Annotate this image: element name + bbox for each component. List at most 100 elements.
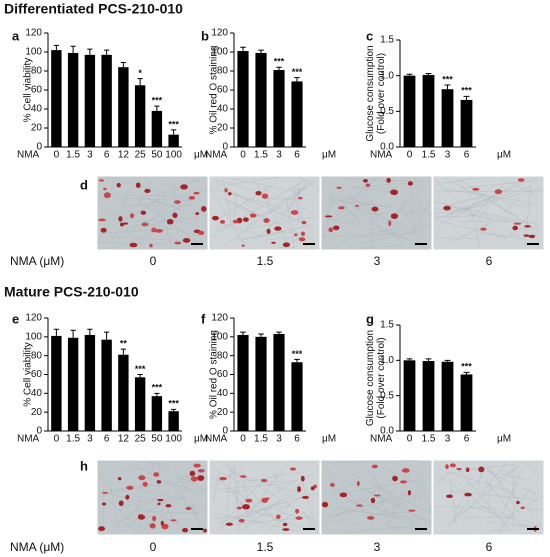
error-bar: [53, 44, 59, 51]
texture: [353, 205, 408, 227]
texture: [343, 193, 372, 209]
significance: ***: [292, 349, 303, 359]
lipid-stain: [390, 189, 399, 196]
lipid-stain: [271, 241, 276, 244]
lipid-stain: [443, 205, 451, 211]
texture: [440, 202, 496, 223]
lipid-stain: [130, 213, 135, 219]
texture: [153, 213, 169, 228]
lipid-stain: [400, 480, 407, 484]
texture: [262, 492, 318, 509]
texture: [216, 483, 287, 490]
texture: [442, 177, 475, 184]
texture: [156, 460, 161, 495]
lipid-stain: [189, 470, 196, 477]
significance: ***: [168, 399, 179, 409]
y-tick-label: 20: [217, 407, 229, 418]
error-bar: [425, 358, 432, 362]
y-tick-label: 1.0: [380, 355, 394, 366]
dose-label: 1.5: [257, 540, 274, 554]
texture: [504, 200, 515, 214]
texture: [126, 503, 145, 512]
lipid-stain: [172, 212, 178, 219]
lipid-stain: [193, 463, 201, 468]
y-tick-label: 100: [25, 47, 42, 58]
y-tick-label: 60: [217, 85, 229, 96]
lipid-stain: [329, 483, 335, 487]
texture: [132, 510, 203, 514]
bar: [134, 377, 146, 431]
texture: [246, 508, 307, 530]
texture: [246, 184, 308, 227]
texture: [175, 521, 181, 526]
x-tick-label: 12: [118, 150, 130, 161]
texture: [335, 176, 379, 212]
texture: [445, 471, 529, 497]
texture: [449, 196, 484, 205]
texture: [370, 216, 374, 249]
x-tick-label: 0: [240, 434, 246, 445]
lipid-stain: [373, 494, 381, 497]
texture: [483, 465, 532, 514]
x-unit: μM: [194, 434, 208, 445]
lipid-stain: [528, 234, 536, 239]
lipid-stain: [156, 480, 162, 484]
lipid-stain: [224, 188, 228, 193]
bar: [237, 334, 249, 431]
texture: [216, 207, 282, 231]
texture: [107, 500, 143, 531]
texture: [321, 494, 367, 527]
texture: [212, 467, 230, 478]
texture: [445, 188, 528, 203]
x-tick-label: 50: [151, 150, 163, 161]
bar: [441, 89, 454, 147]
texture: [209, 179, 307, 239]
lipid-stain: [180, 184, 188, 190]
bar: [101, 339, 112, 431]
x-tick-label: 0: [240, 150, 246, 161]
texture: [361, 245, 404, 249]
lipid-stain: [336, 186, 342, 189]
texture: [324, 505, 432, 524]
y-tick-label: 40: [31, 388, 43, 399]
y-tick-label: 20: [31, 407, 43, 418]
texture: [122, 522, 144, 535]
bar: [84, 334, 96, 431]
significance: **: [120, 338, 128, 348]
lipid-stain: [274, 226, 282, 231]
texture: [113, 504, 143, 529]
panel-label: g: [366, 311, 374, 326]
texture: [462, 185, 494, 214]
y-tick-label: 0.5: [380, 390, 394, 401]
lipid-stain: [524, 225, 531, 228]
lipid-stain: [282, 522, 288, 527]
lipid-stain: [388, 220, 392, 227]
y-tick-label: 40: [217, 388, 229, 399]
lipid-stain: [465, 467, 470, 473]
error-bar: [154, 392, 160, 397]
bar: [237, 51, 249, 147]
texture: [441, 177, 537, 219]
bar: [291, 81, 303, 147]
error-bar: [87, 48, 93, 55]
lipid-stain: [155, 228, 163, 233]
error-bar: [171, 129, 177, 135]
panel-label: c: [366, 28, 373, 43]
y-tick-label: 60: [31, 369, 43, 380]
lipid-stain: [300, 475, 305, 482]
texture: [523, 461, 538, 475]
lipid-stain: [236, 506, 243, 510]
error-bar: [87, 328, 93, 335]
lipid-stain: [298, 196, 303, 200]
texture: [389, 472, 395, 487]
lipid-stain: [203, 528, 207, 533]
lipid-stain: [260, 478, 268, 483]
lipid-stain: [328, 227, 334, 233]
y-tick-label: 0: [36, 142, 42, 153]
lipid-stain: [219, 476, 227, 481]
lipid-stain: [472, 187, 480, 191]
error-bar: [406, 73, 413, 76]
error-bar: [406, 358, 413, 361]
texture: [447, 222, 491, 245]
x-tick-label: 6: [464, 150, 470, 161]
